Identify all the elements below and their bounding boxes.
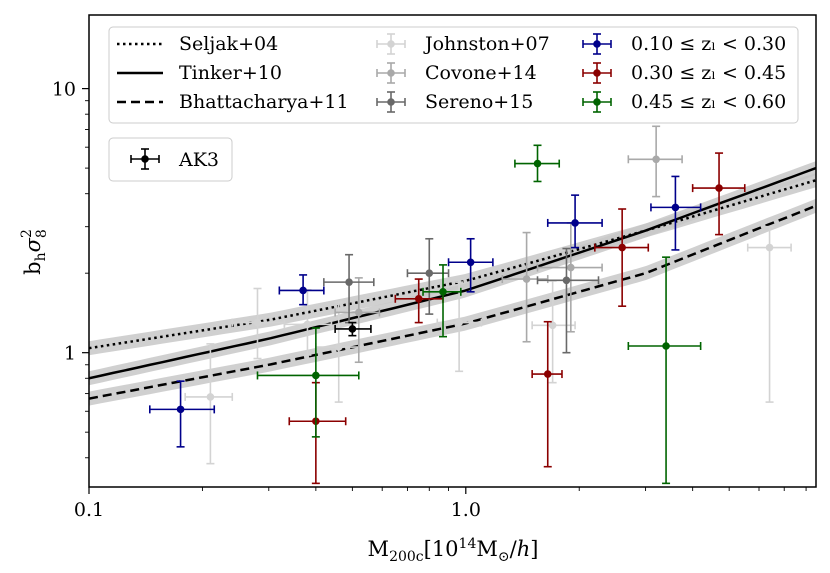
point-4-0 xyxy=(288,381,347,485)
model-curve-2 xyxy=(89,204,816,400)
point-0-0 xyxy=(184,343,234,465)
point-1-3 xyxy=(627,125,683,198)
legend-seljak-label: Seljak+04 xyxy=(179,33,278,55)
point-4-2 xyxy=(531,320,563,468)
marker xyxy=(299,286,307,295)
point-4-1 xyxy=(394,278,444,324)
plot-frame xyxy=(88,14,817,488)
marker xyxy=(206,393,215,401)
legend-z2-label: 0.30 ≤ zₗ < 0.45 xyxy=(631,62,786,84)
legend-main-frame xyxy=(108,26,799,124)
legend-ak3-frame xyxy=(108,137,233,182)
point-5-2 xyxy=(514,144,561,183)
marker xyxy=(466,258,475,267)
marker xyxy=(303,320,312,329)
marker xyxy=(548,321,557,330)
point-2-2 xyxy=(536,247,600,354)
point-2-1 xyxy=(406,237,450,315)
marker xyxy=(354,308,363,317)
point-3-2 xyxy=(447,237,494,293)
legend-ak3: AK3 xyxy=(108,137,233,182)
marker xyxy=(439,288,447,296)
legend-sereno-marker xyxy=(376,91,406,113)
marker xyxy=(425,269,434,277)
marker xyxy=(253,318,262,327)
point-4-4 xyxy=(691,152,746,236)
point-0-5 xyxy=(531,280,576,384)
marker xyxy=(348,325,357,333)
point-3-1 xyxy=(278,274,325,306)
model-curve-1 xyxy=(89,166,816,380)
point-3-0 xyxy=(149,380,216,448)
point-0-6 xyxy=(746,225,792,403)
legend-johnston-label: Johnston+07 xyxy=(423,33,550,55)
legend-ak3-label: AK3 xyxy=(178,149,219,171)
point-5-0 xyxy=(256,327,360,438)
legend-johnston-marker xyxy=(376,33,406,55)
point-1-2 xyxy=(536,222,603,333)
legend-ak3-marker xyxy=(130,148,160,170)
marker xyxy=(618,243,626,252)
x-axis-label: M200c[1014M⊙/h] xyxy=(368,536,539,565)
point-3-4 xyxy=(650,175,702,251)
marker xyxy=(533,159,542,168)
legend-main: Seljak+04 Tinker+10 Bhattacharya+11 John… xyxy=(108,26,799,124)
marker xyxy=(671,203,680,212)
model-bands xyxy=(89,161,816,406)
marker xyxy=(345,278,353,286)
point-5-1 xyxy=(422,264,462,338)
point-4-3 xyxy=(594,208,650,307)
legend-z1-label: 0.10 ≤ zₗ < 0.30 xyxy=(631,33,786,55)
data-points xyxy=(149,125,792,485)
point-1-0 xyxy=(334,277,381,364)
model-band-1 xyxy=(89,161,816,386)
x-tick-label-1: 1.0 xyxy=(451,499,481,521)
marker xyxy=(662,342,670,350)
legend-covone-marker xyxy=(376,62,406,84)
legend-covone-label: Covone+14 xyxy=(425,62,537,84)
point-0-3 xyxy=(315,301,363,403)
point-2-0 xyxy=(323,253,375,324)
axis-ticks: 0.1 1.0 1 10 xyxy=(52,79,807,521)
marker xyxy=(765,243,774,252)
legend-sereno-label: Sereno+15 xyxy=(425,91,533,113)
marker xyxy=(543,370,552,378)
point-1-1 xyxy=(501,231,549,343)
marker xyxy=(562,276,571,285)
model-band-2 xyxy=(89,198,816,406)
marker xyxy=(455,318,463,327)
marker xyxy=(176,405,185,414)
marker xyxy=(652,155,660,164)
y-tick-label-0: 1 xyxy=(64,343,76,365)
point-3-3 xyxy=(546,194,603,249)
marker xyxy=(571,219,579,227)
marker xyxy=(567,263,575,272)
point-0-1 xyxy=(231,287,286,360)
legend-bhatt-label: Bhattacharya+11 xyxy=(179,91,349,113)
legend-z3-marker xyxy=(582,91,612,113)
y-axis-label: bhσ28 xyxy=(19,229,50,275)
marker xyxy=(312,371,320,380)
point-0-2 xyxy=(283,289,333,356)
point-5-3 xyxy=(627,256,702,485)
x-tick-label-0: 0.1 xyxy=(74,499,104,521)
marker xyxy=(715,184,723,192)
legend-tinker-label: Tinker+10 xyxy=(179,62,282,84)
y-tick-label-1: 10 xyxy=(52,79,76,101)
marker xyxy=(334,343,343,351)
legend-z2-marker xyxy=(582,62,612,84)
marker xyxy=(522,275,531,283)
legend-z1-marker xyxy=(582,33,612,55)
legend-z3-label: 0.45 ≤ zₗ < 0.60 xyxy=(631,91,786,113)
marker xyxy=(414,294,423,303)
point-6-0 xyxy=(334,321,372,337)
point-0-4 xyxy=(436,281,483,373)
